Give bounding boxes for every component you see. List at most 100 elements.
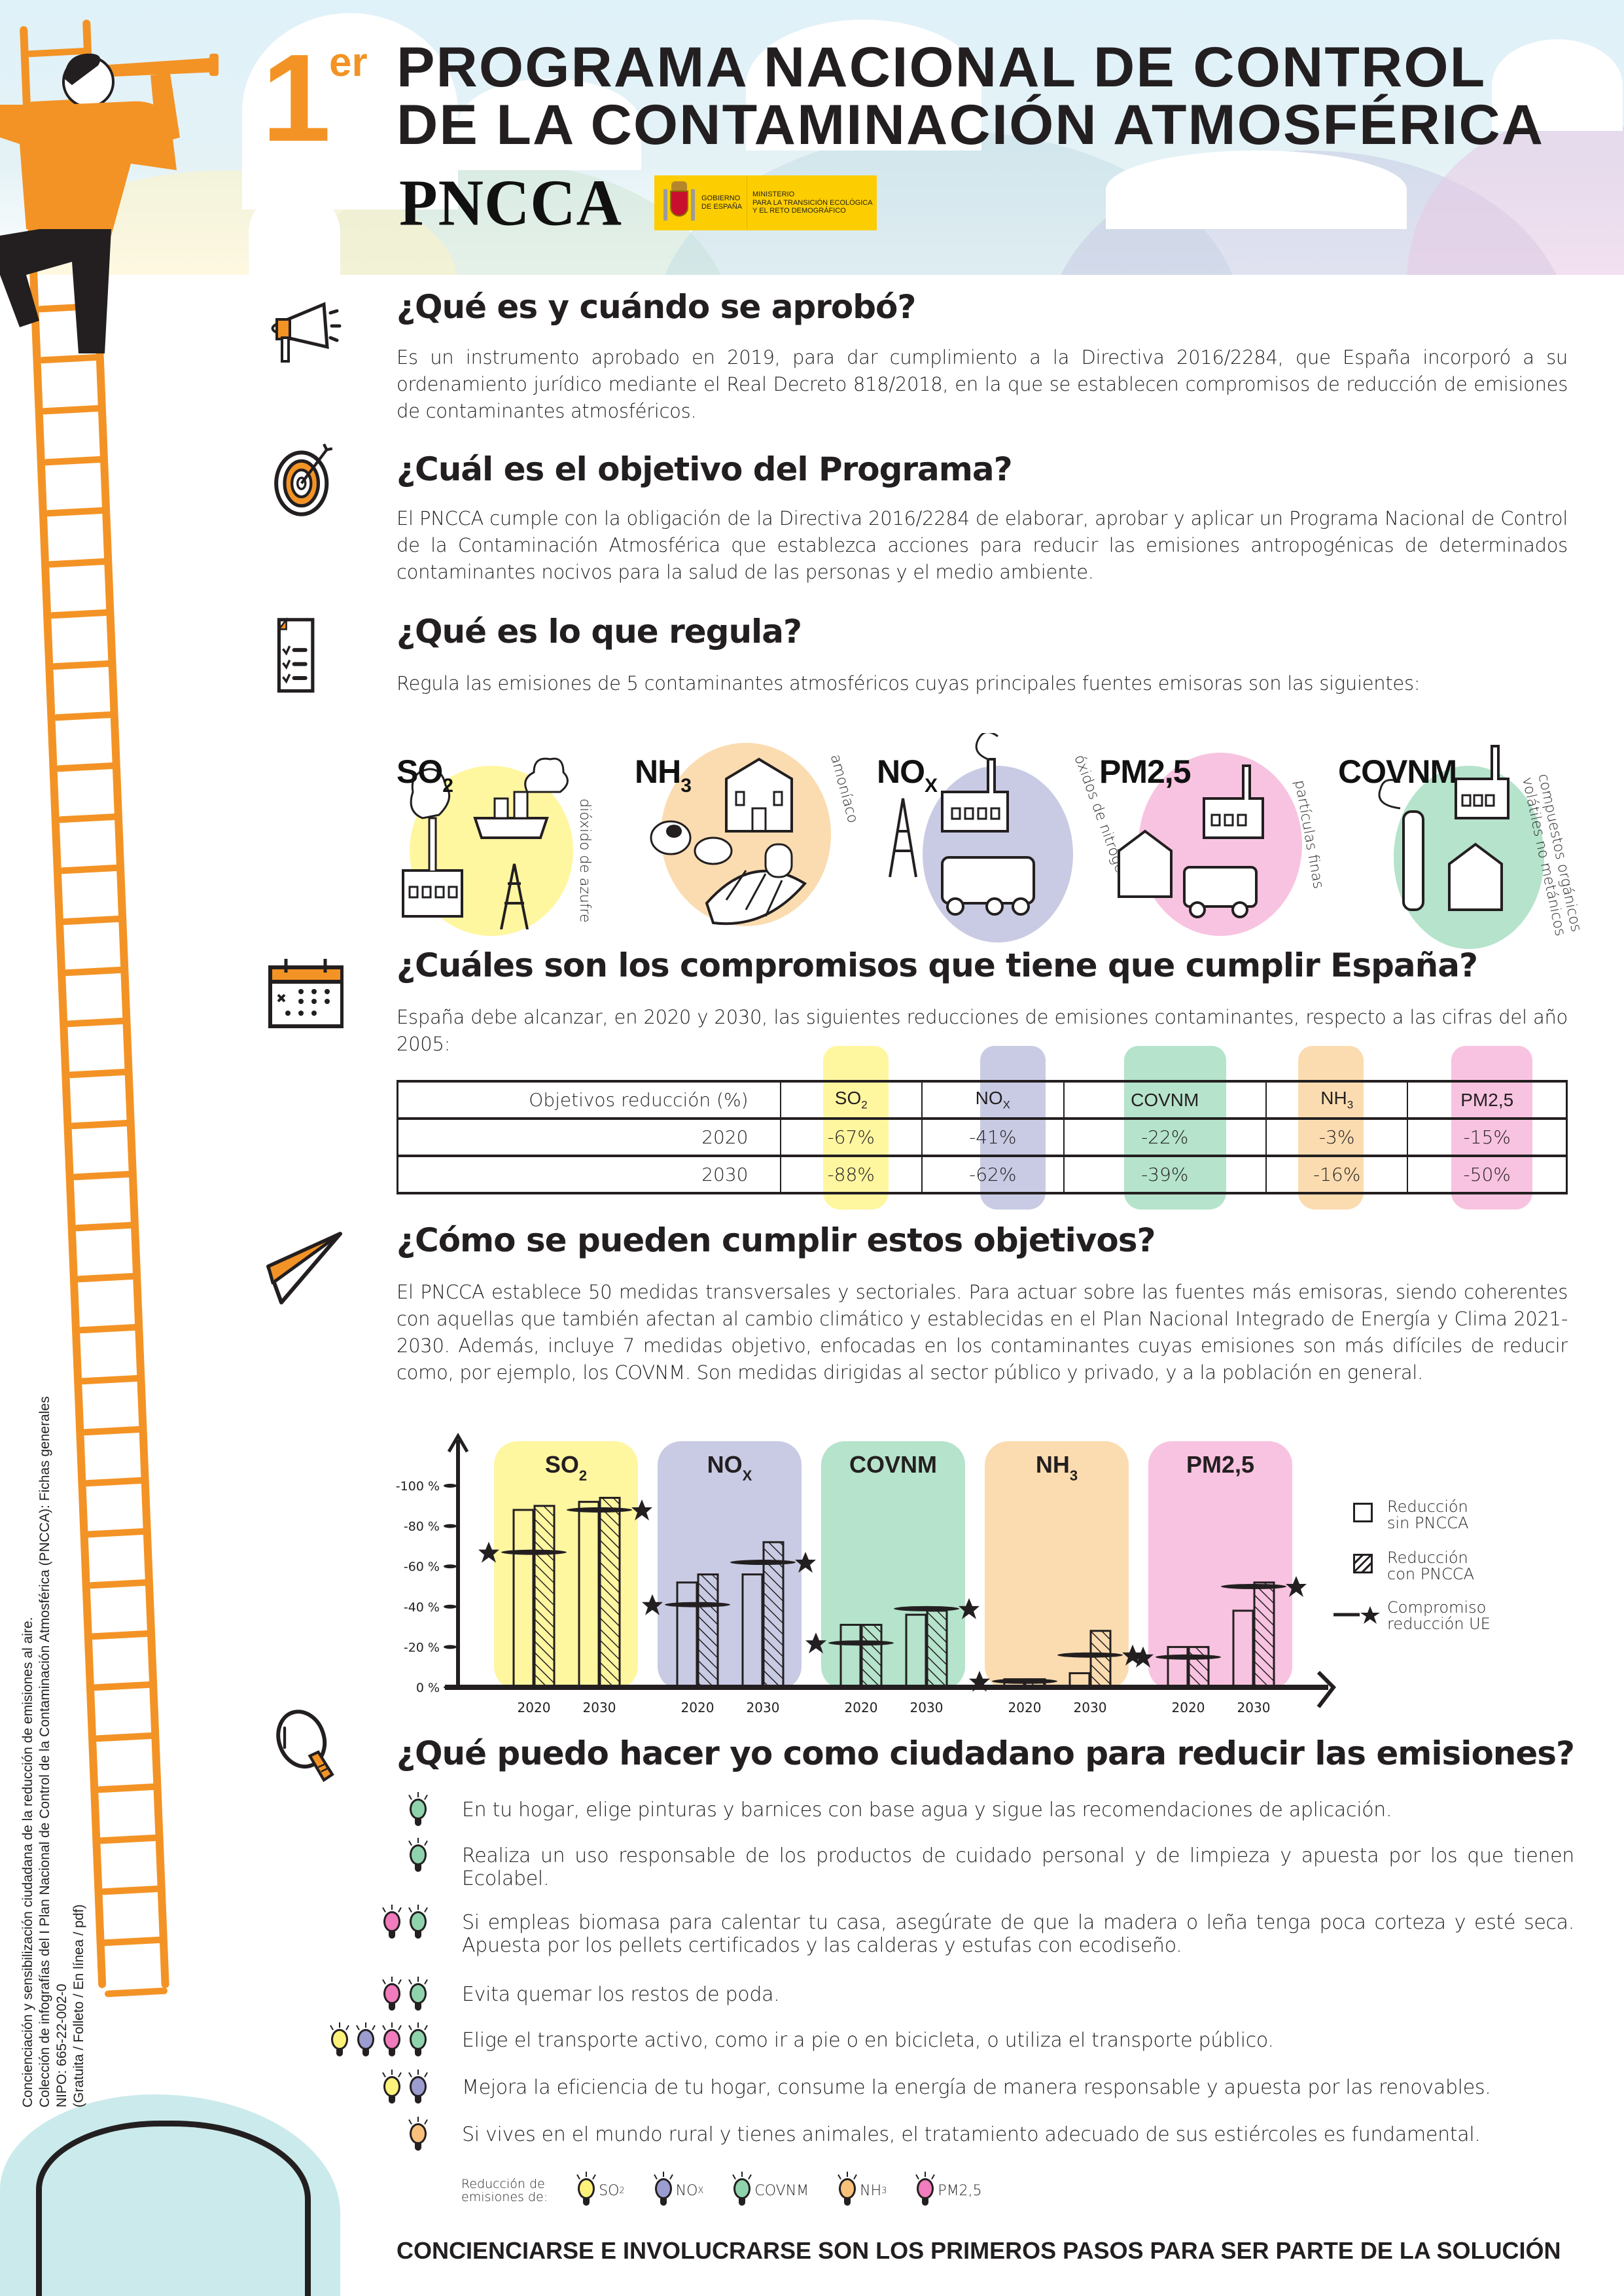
commitment-star bbox=[959, 1598, 980, 1619]
bar-con-pncca bbox=[533, 1505, 556, 1689]
section-title-how: ¿Cómo se pueden cumplir estos objetivos? bbox=[397, 1221, 1156, 1259]
bulb-legend: Reducción de emisiones de: SO 2 NO X COVNM NH… bbox=[461, 2172, 1008, 2210]
bulb-icon bbox=[406, 1905, 431, 1943]
section-title-commitments: ¿Cuáles son los compromisos que tiene qu… bbox=[397, 946, 1478, 984]
pollutant-label: COVNM bbox=[1338, 753, 1457, 790]
section-body-regulates: Regula las emisiones de 5 contaminantes … bbox=[397, 672, 1421, 694]
factory-truck-tower-icon bbox=[889, 733, 1035, 916]
ladder-rung bbox=[53, 711, 116, 721]
bulb-icon bbox=[327, 2022, 352, 2060]
legend-con-pncca: Reducción con PNCCA bbox=[1353, 1550, 1474, 1583]
ladder-rung bbox=[55, 762, 118, 772]
empty-box-icon bbox=[1353, 1503, 1373, 1522]
bulb-icon bbox=[353, 2022, 378, 2060]
bulb-icon bbox=[406, 2022, 431, 2060]
col-nox: NOX bbox=[922, 1081, 1065, 1119]
commitment-line bbox=[1156, 1654, 1221, 1660]
page-title-line-2: DE LA CONTAMINACIÓN ATMOSFÉRICA bbox=[397, 94, 1545, 156]
bulb-icon bbox=[380, 2022, 404, 2060]
bar-con-pncca bbox=[926, 1609, 948, 1689]
svg-text:2020: 2020 bbox=[1008, 1700, 1042, 1715]
group-background bbox=[985, 1441, 1129, 1690]
ladder-rung bbox=[63, 966, 127, 977]
table-row: 2030 -88% -62% -39% -16% -50% bbox=[397, 1156, 1568, 1193]
pollutant-covnm: COVNM compuestos orgánicos volátiles no … bbox=[1338, 733, 1584, 949]
ladder-rung bbox=[71, 1170, 135, 1181]
bulb-icon bbox=[406, 2117, 431, 2155]
svg-text:-40 %: -40 % bbox=[404, 1600, 440, 1615]
ladder-rung bbox=[100, 1885, 164, 1895]
ladder-rung bbox=[94, 1732, 158, 1742]
ladder-rung bbox=[49, 609, 113, 619]
commitment-line bbox=[992, 1678, 1057, 1684]
ladder-rung bbox=[69, 1119, 133, 1130]
svg-text:2030: 2030 bbox=[583, 1700, 616, 1715]
svg-text:PM2,5: PM2,5 bbox=[1186, 1451, 1254, 1478]
bar-con-pncca bbox=[599, 1496, 621, 1689]
section-title-what: ¿Qué es y cuándo se aprobó? bbox=[397, 288, 916, 326]
commitment-line bbox=[665, 1602, 730, 1607]
reduction-goals-table: Objetivos reducción (%) SO2 NOX COVNM NH… bbox=[397, 1046, 1568, 1210]
pollutant-description: dióxido de azufre bbox=[576, 798, 593, 923]
ladder-rung bbox=[65, 1017, 129, 1028]
svg-text:-20 %: -20 % bbox=[404, 1640, 440, 1655]
bulb-icon bbox=[406, 1977, 431, 2015]
man-with-telescope-icon bbox=[0, 53, 219, 353]
ladder-rung bbox=[57, 813, 120, 823]
table-row: 2020 -67% -41% -22% -3% -15% bbox=[397, 1119, 1568, 1156]
pollutant-label: NOX bbox=[877, 753, 938, 797]
col-pm25: PM2,5 bbox=[1407, 1081, 1568, 1119]
commitment-line bbox=[828, 1640, 894, 1646]
ladder-rung bbox=[88, 1579, 151, 1589]
tip-text: Mejora la eficiencia de tu hogar, consum… bbox=[462, 2076, 1491, 2099]
legend-sin-pncca: Reducción sin PNCCA bbox=[1353, 1499, 1468, 1532]
calendar-icon bbox=[268, 959, 344, 1028]
commitment-line bbox=[567, 1507, 632, 1513]
col-nh3: NH3 bbox=[1265, 1081, 1409, 1119]
bulb-icon bbox=[380, 2070, 404, 2108]
svg-text:2030: 2030 bbox=[1237, 1700, 1271, 1715]
bulb-icon bbox=[651, 2172, 676, 2210]
hatched-box-icon bbox=[1353, 1554, 1373, 1573]
svg-text:2020: 2020 bbox=[681, 1700, 715, 1715]
section-title-regulates: ¿Qué es lo que regula? bbox=[397, 613, 802, 651]
commitment-line bbox=[1057, 1652, 1123, 1658]
svg-text:2030: 2030 bbox=[747, 1700, 780, 1715]
emissions-reduction-chart: SO2 2020 2030 NOX 2020 2030 COVNM 2020 2030 NH3 20… bbox=[386, 1427, 1624, 1715]
section-title-objective: ¿Cuál es el objetivo del Programa? bbox=[397, 450, 1013, 488]
tip-text: Si empleas biomasa para calentar tu casa… bbox=[462, 1911, 1574, 1957]
commitment-line bbox=[501, 1549, 567, 1555]
pollutant-label: PM2,5 bbox=[1099, 753, 1192, 790]
section-body-commitments: España debe alcanzar, en 2020 y 2030, la… bbox=[397, 1006, 1568, 1055]
bar-con-pncca bbox=[1188, 1645, 1210, 1689]
ladder-rung bbox=[102, 1936, 166, 1946]
paper-plane-icon bbox=[266, 1232, 342, 1304]
commitment-star bbox=[1286, 1576, 1307, 1597]
gov-text-left: GOBIERNO DE ESPAÑA bbox=[701, 176, 747, 230]
commitment-line bbox=[730, 1560, 796, 1566]
page-title-line-1: PROGRAMA NACIONAL DE CONTROL bbox=[397, 36, 1487, 99]
bulb-legend-item-nh3: NH 3 bbox=[835, 2172, 887, 2210]
col-covnm: COVNM bbox=[1063, 1081, 1267, 1119]
coat-of-arms-icon bbox=[662, 180, 696, 226]
bulb-icon bbox=[380, 1905, 404, 1943]
legend-compromiso-ue: Compromiso reducción UE bbox=[1333, 1600, 1491, 1632]
svg-text:2030: 2030 bbox=[910, 1700, 944, 1715]
bar-con-pncca bbox=[1089, 1630, 1112, 1689]
ladder-rung bbox=[51, 660, 115, 670]
section-body-objective: El PNCCA cumple con la obligación de la … bbox=[397, 507, 1568, 583]
svg-text:-60 %: -60 % bbox=[404, 1560, 440, 1574]
section-body-how: El PNCCA establece 50 medidas transversa… bbox=[397, 1281, 1568, 1384]
bulb-icon bbox=[380, 1977, 404, 2015]
ladder-rung bbox=[41, 404, 105, 415]
svg-text:-100 %: -100 % bbox=[396, 1479, 440, 1494]
ladder-rung bbox=[92, 1681, 156, 1691]
line-star-icon bbox=[1333, 1606, 1380, 1624]
svg-text:COVNM: COVNM bbox=[849, 1451, 937, 1478]
commitment-line bbox=[894, 1605, 959, 1611]
ladder-rung bbox=[90, 1630, 153, 1640]
commitment-star bbox=[805, 1632, 826, 1654]
section-body-what: Es un instrumento aprobado en 2019, para… bbox=[397, 346, 1568, 422]
ladder-rung bbox=[96, 1783, 160, 1793]
